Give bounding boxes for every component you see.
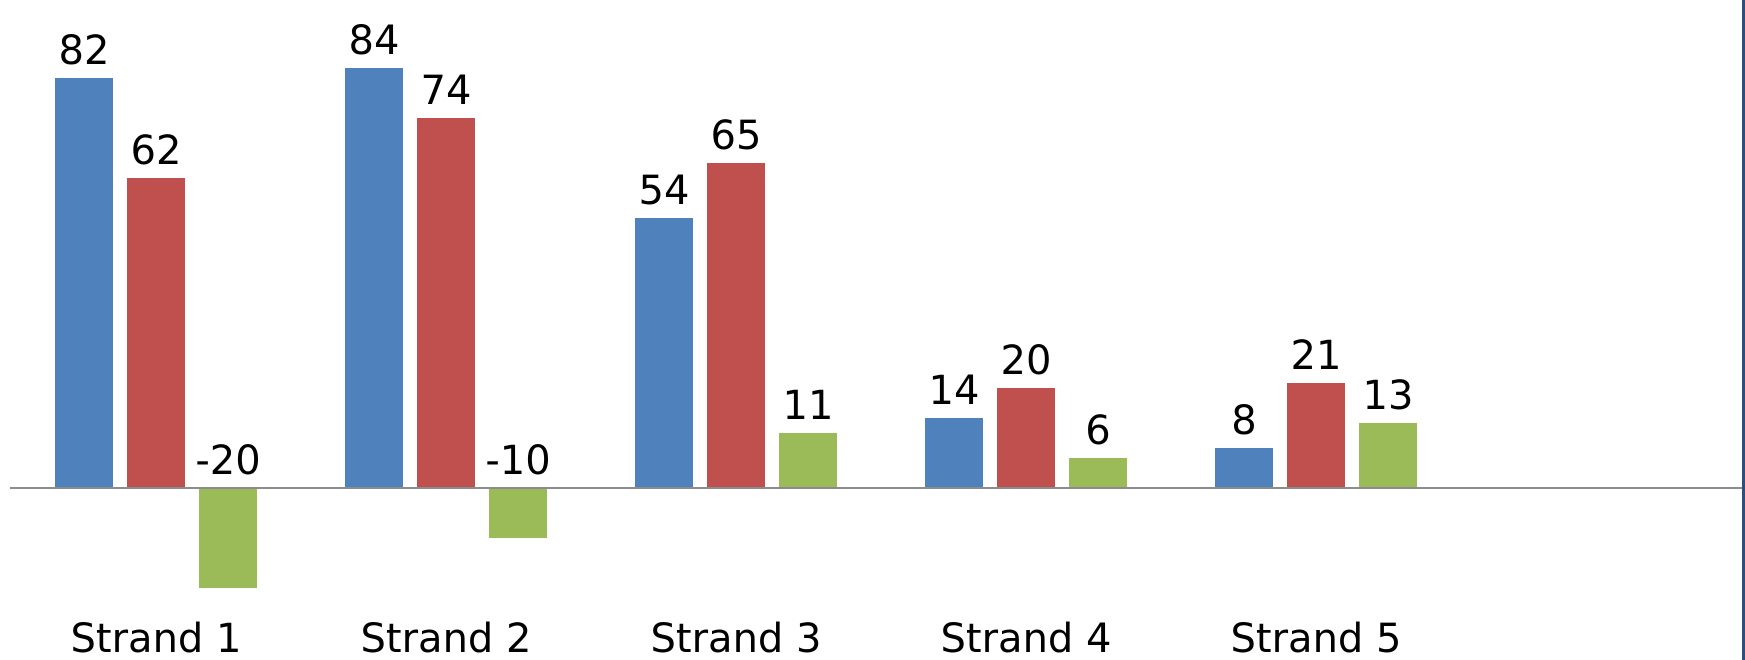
data-label: 20 [1001, 338, 1052, 384]
window-edge [1742, 0, 1745, 660]
category-label: Strand 3 [651, 616, 822, 660]
data-label: 21 [1291, 333, 1342, 379]
data-label: -10 [485, 438, 550, 484]
data-label: 13 [1363, 373, 1414, 419]
bar-strand-2-series-3 [489, 488, 547, 538]
bar-strand-3-series-2 [707, 163, 765, 488]
category-labels-group: Strand 1 Strand 2 Strand 3 Strand 4 Strand 5 [71, 616, 1402, 660]
bar-strand-1-series-3 [199, 488, 257, 588]
bar-strand-5-series-2 [1287, 383, 1345, 488]
bar-strand-1-series-2 [127, 178, 185, 488]
category-label: Strand 1 [71, 616, 242, 660]
data-label: -20 [195, 438, 260, 484]
data-label: 65 [711, 113, 762, 159]
bar-strand-3-series-1 [635, 218, 693, 488]
category-label: Strand 5 [1231, 616, 1402, 660]
data-label: 14 [929, 368, 980, 414]
bar-strand-1-series-1 [55, 78, 113, 488]
bars-group [55, 68, 1417, 588]
bar-strand-4-series-2 [997, 388, 1055, 488]
data-label: 74 [421, 68, 472, 114]
data-label: 11 [783, 383, 834, 429]
data-label: 8 [1231, 398, 1256, 444]
bar-strand-5-series-3 [1359, 423, 1417, 488]
category-label: Strand 2 [361, 616, 532, 660]
data-label: 54 [639, 168, 690, 214]
data-labels-group: 82 62 -20 84 74 -10 54 65 11 14 20 6 8 21 13 [59, 18, 1414, 484]
bar-strand-2-series-2 [417, 118, 475, 488]
bar-strand-2-series-1 [345, 68, 403, 488]
bar-strand-4-series-3 [1069, 458, 1127, 488]
data-label: 82 [59, 28, 110, 74]
data-label: 84 [349, 18, 400, 64]
data-label: 6 [1085, 408, 1110, 454]
category-label: Strand 4 [941, 616, 1112, 660]
bar-strand-5-series-1 [1215, 448, 1273, 488]
data-label: 62 [131, 128, 182, 174]
bar-strand-3-series-3 [779, 433, 837, 488]
bar-strand-4-series-1 [925, 418, 983, 488]
